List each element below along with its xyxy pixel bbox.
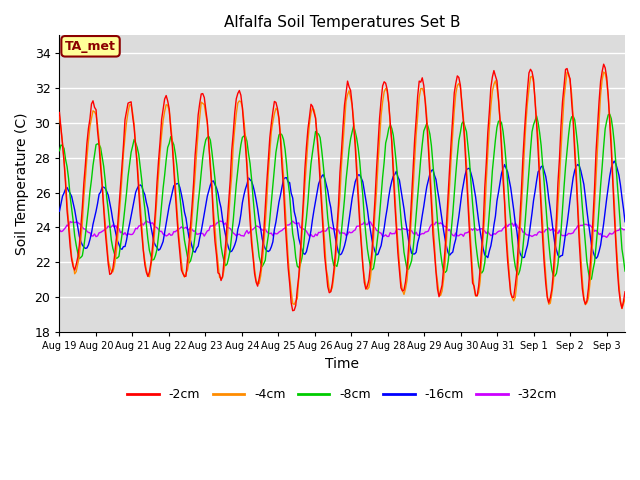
X-axis label: Time: Time bbox=[325, 357, 359, 371]
Y-axis label: Soil Temperature (C): Soil Temperature (C) bbox=[15, 113, 29, 255]
Title: Alfalfa Soil Temperatures Set B: Alfalfa Soil Temperatures Set B bbox=[224, 15, 460, 30]
Legend: -2cm, -4cm, -8cm, -16cm, -32cm: -2cm, -4cm, -8cm, -16cm, -32cm bbox=[122, 383, 562, 406]
Text: TA_met: TA_met bbox=[65, 40, 116, 53]
